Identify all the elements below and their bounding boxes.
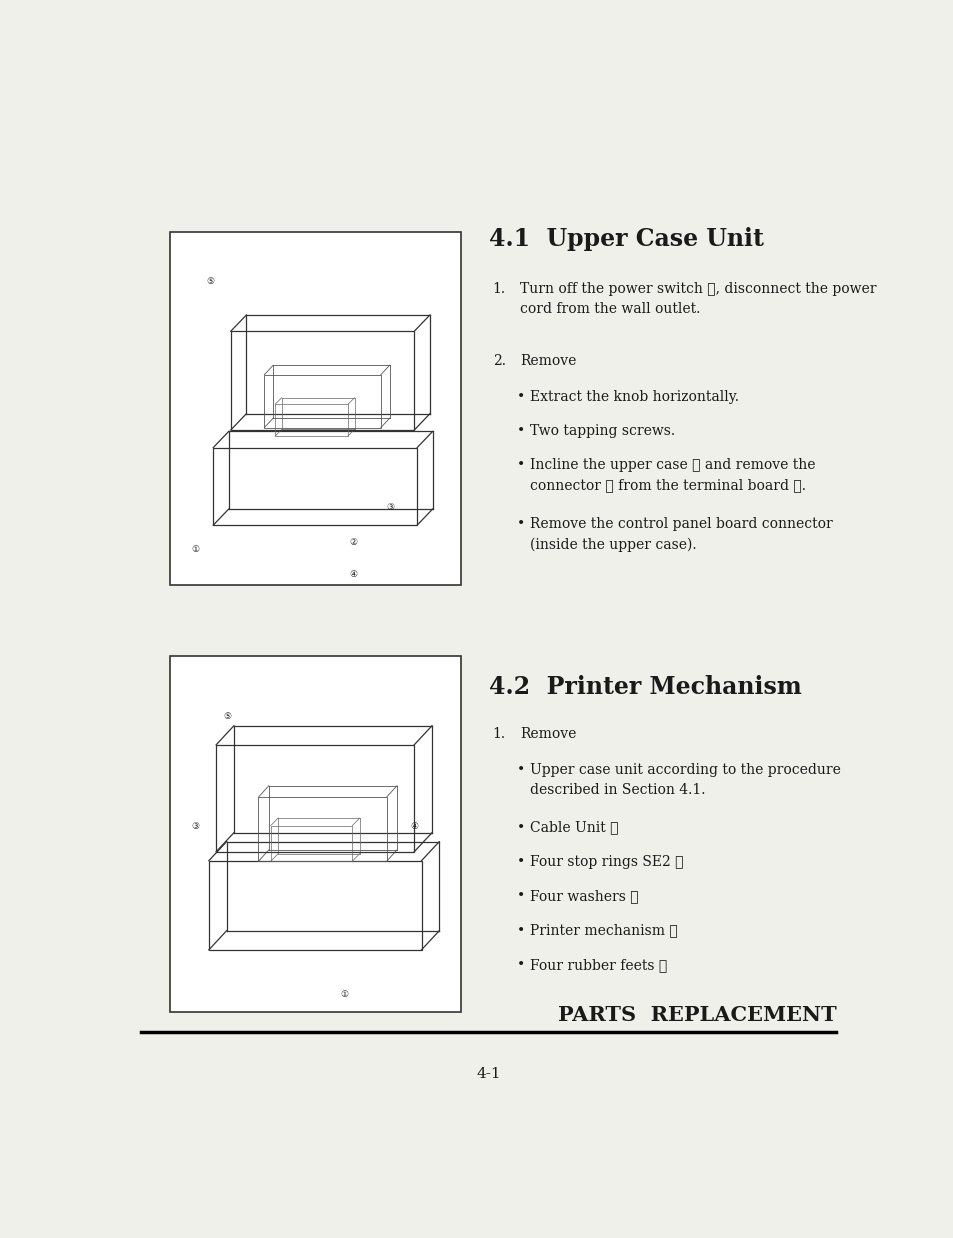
- Text: Turn off the power switch ①, disconnect the power
cord from the wall outlet.: Turn off the power switch ①, disconnect …: [519, 282, 876, 316]
- Text: ③: ③: [192, 822, 199, 832]
- Text: Incline the upper case ③ and remove the
connector ④ from the terminal board ⑤.: Incline the upper case ③ and remove the …: [530, 458, 815, 491]
- Text: •: •: [517, 889, 525, 904]
- Text: ③: ③: [387, 503, 395, 513]
- Bar: [170, 656, 460, 1013]
- Text: PARTS  REPLACEMENT: PARTS REPLACEMENT: [558, 1004, 836, 1025]
- Text: Remove: Remove: [519, 727, 576, 742]
- Text: •: •: [517, 425, 525, 438]
- Text: 4.2  Printer Mechanism: 4.2 Printer Mechanism: [488, 675, 801, 698]
- Text: Upper case unit according to the procedure
described in Section 4.1.: Upper case unit according to the procedu…: [530, 764, 841, 797]
- Text: ⑤: ⑤: [206, 277, 214, 286]
- Text: Four washers ③: Four washers ③: [530, 889, 639, 904]
- Text: Two tapping screws.: Two tapping screws.: [530, 425, 675, 438]
- Text: 1.: 1.: [492, 727, 505, 742]
- Bar: [271, 826, 352, 862]
- Text: •: •: [517, 958, 525, 972]
- Text: 4-1: 4-1: [476, 1067, 500, 1081]
- Text: Four rubber feets ⑤: Four rubber feets ⑤: [530, 958, 667, 972]
- Bar: [213, 448, 416, 525]
- Text: Printer mechanism ④: Printer mechanism ④: [530, 924, 678, 937]
- Bar: [258, 797, 386, 862]
- Bar: [264, 375, 380, 427]
- Text: ②: ②: [349, 539, 356, 547]
- Text: •: •: [517, 458, 525, 473]
- Bar: [231, 332, 414, 430]
- Text: Extract the knob horizontally.: Extract the knob horizontally.: [530, 390, 739, 404]
- Text: ①: ①: [340, 990, 348, 999]
- Text: 4.1  Upper Case Unit: 4.1 Upper Case Unit: [488, 227, 763, 251]
- Bar: [216, 745, 414, 852]
- Text: ⑤: ⑤: [224, 712, 232, 721]
- Text: ④: ④: [349, 569, 356, 579]
- Text: ④: ④: [410, 822, 417, 832]
- Bar: [209, 860, 421, 950]
- Text: •: •: [517, 764, 525, 777]
- Text: Remove the control panel board connector
(inside the upper case).: Remove the control panel board connector…: [530, 517, 832, 552]
- Bar: [274, 405, 348, 436]
- Text: •: •: [517, 821, 525, 834]
- Text: 1.: 1.: [492, 282, 505, 296]
- Text: 2.: 2.: [492, 354, 505, 368]
- Text: Remove: Remove: [519, 354, 576, 368]
- Text: Cable Unit ①: Cable Unit ①: [530, 821, 618, 834]
- Text: •: •: [517, 855, 525, 869]
- Text: •: •: [517, 924, 525, 937]
- Text: •: •: [517, 517, 525, 531]
- Text: •: •: [517, 390, 525, 404]
- Bar: [170, 233, 460, 586]
- Text: ①: ①: [192, 546, 199, 555]
- Text: Four stop rings SE2 ②: Four stop rings SE2 ②: [530, 855, 683, 869]
